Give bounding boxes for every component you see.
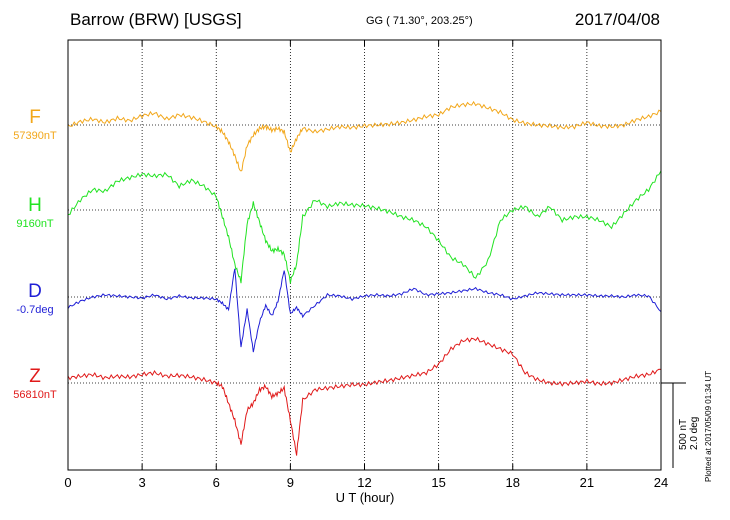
x-tick-label: 9 [286, 475, 294, 490]
x-tick-label: 6 [212, 475, 220, 490]
series-line-H [67, 170, 662, 284]
station-coordinates: GG ( 71.30°, 203.25°) [366, 15, 473, 27]
component-F-baseline: 57390nT [13, 130, 57, 142]
scale-deg: 2.0 deg [689, 416, 700, 450]
scale-bar [661, 382, 686, 468]
grid-lines [141, 40, 588, 470]
scale-nt: 500 nT [678, 418, 689, 450]
series-group [67, 100, 662, 456]
component-Z: Z 56810nT [0, 367, 70, 402]
component-H-baseline: 9160nT [16, 218, 54, 230]
plot-frame [67, 39, 662, 471]
x-ticks [67, 40, 662, 470]
x-tick-label: 15 [431, 475, 446, 490]
scale-legend: 500 nT 2.0 deg [676, 392, 702, 454]
component-Z-label: Z [29, 366, 41, 387]
component-F: F 57390nT [0, 108, 70, 143]
component-Z-baseline: 56810nT [13, 389, 57, 401]
component-D-label: D [28, 281, 42, 302]
x-tick-label: 24 [653, 475, 669, 490]
x-tick-label: 0 [64, 475, 72, 490]
x-tick-label: 18 [505, 475, 520, 490]
x-tick-label: 21 [579, 475, 595, 490]
component-D-baseline: -0.7deg [16, 304, 54, 316]
x-tick-label: 3 [138, 475, 146, 490]
component-H-label: H [28, 195, 42, 216]
series-line-D [67, 268, 662, 353]
component-D: D -0.7deg [0, 282, 70, 317]
series-line-F [67, 100, 662, 172]
plotted-note: Plotted at 2017/05/09 01:34 UT [704, 370, 713, 482]
plot-date: 2017/04/08 [574, 10, 660, 29]
x-axis-label: U T (hour) [335, 490, 395, 505]
series-line-Z [67, 336, 662, 456]
x-tick-label: 12 [357, 475, 372, 490]
component-H: H 9160nT [0, 196, 70, 231]
component-F-label: F [29, 107, 41, 128]
station-title: Barrow (BRW) [USGS] [70, 10, 242, 29]
